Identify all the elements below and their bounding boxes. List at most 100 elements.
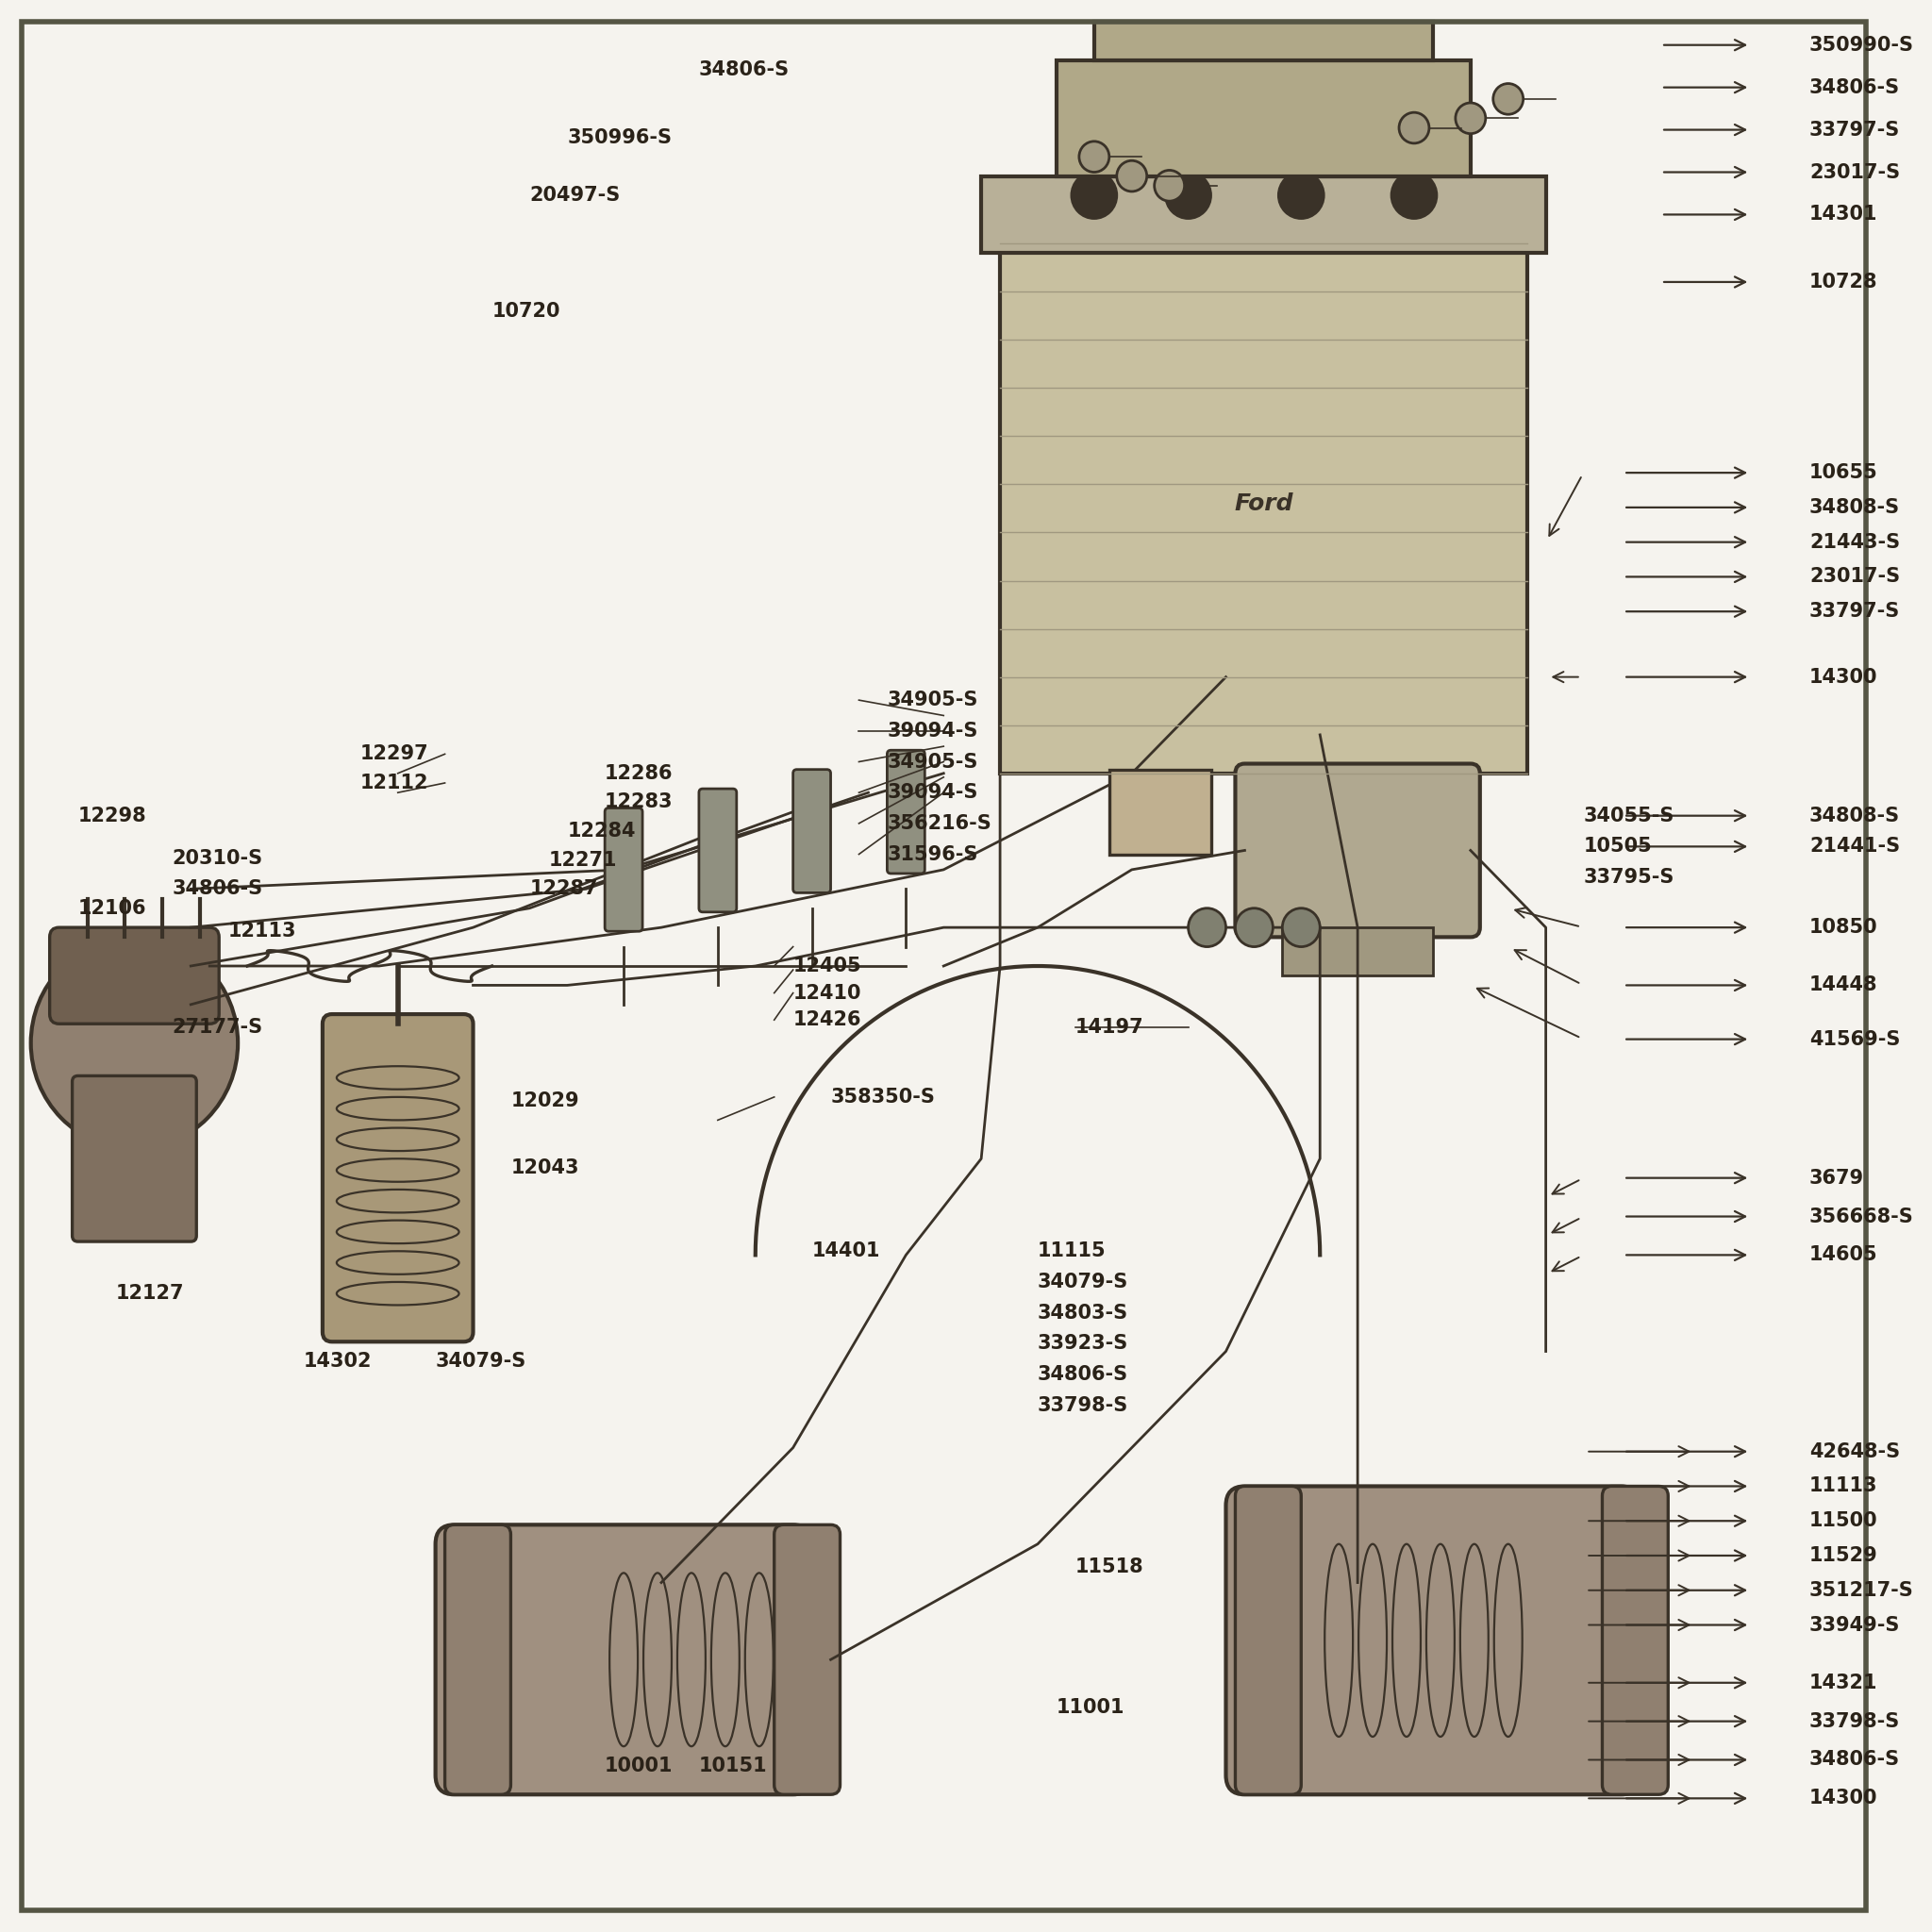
FancyBboxPatch shape [1001, 234, 1526, 773]
Text: 33797-S: 33797-S [1808, 603, 1899, 620]
Text: 14300: 14300 [1808, 668, 1878, 686]
Circle shape [1165, 172, 1211, 218]
Text: 12283: 12283 [605, 792, 672, 811]
Text: 12271: 12271 [549, 850, 616, 869]
Circle shape [1188, 908, 1227, 947]
Text: 33923-S: 33923-S [1037, 1335, 1128, 1352]
FancyBboxPatch shape [887, 750, 925, 873]
Text: 358350-S: 358350-S [831, 1088, 935, 1107]
FancyBboxPatch shape [699, 788, 736, 912]
Circle shape [1235, 908, 1273, 947]
Text: 14197: 14197 [1076, 1018, 1144, 1037]
Circle shape [1072, 172, 1117, 218]
Text: 34079-S: 34079-S [435, 1352, 526, 1370]
Text: 12284: 12284 [568, 821, 636, 840]
FancyBboxPatch shape [71, 1076, 197, 1242]
Text: 12112: 12112 [359, 773, 429, 792]
Text: 14321: 14321 [1808, 1673, 1878, 1692]
FancyBboxPatch shape [1109, 769, 1211, 854]
Text: 34905-S: 34905-S [887, 690, 978, 709]
FancyBboxPatch shape [1057, 60, 1470, 176]
Text: 12043: 12043 [510, 1159, 580, 1179]
Text: 10655: 10655 [1808, 464, 1878, 483]
FancyBboxPatch shape [1283, 927, 1434, 976]
Text: 23017-S: 23017-S [1808, 162, 1899, 182]
Text: 20497-S: 20497-S [529, 185, 620, 205]
Text: 14605: 14605 [1808, 1246, 1878, 1264]
Circle shape [1153, 170, 1184, 201]
Circle shape [1117, 160, 1148, 191]
Text: 12287: 12287 [529, 879, 599, 898]
Text: 21441-S: 21441-S [1808, 837, 1899, 856]
Text: 12426: 12426 [792, 1010, 862, 1030]
Text: 10728: 10728 [1808, 272, 1878, 292]
Text: 23017-S: 23017-S [1808, 568, 1899, 585]
Text: 34055-S: 34055-S [1584, 806, 1675, 825]
Circle shape [1399, 112, 1430, 143]
Text: 12298: 12298 [77, 806, 147, 825]
Text: 33795-S: 33795-S [1584, 867, 1675, 887]
FancyBboxPatch shape [792, 769, 831, 893]
Text: 20310-S: 20310-S [172, 848, 263, 867]
FancyBboxPatch shape [1235, 1486, 1300, 1795]
Text: 27177-S: 27177-S [172, 1018, 263, 1037]
Text: 34803-S: 34803-S [1037, 1304, 1128, 1321]
Circle shape [1283, 908, 1320, 947]
Text: 11001: 11001 [1057, 1698, 1124, 1718]
Text: 14401: 14401 [811, 1242, 881, 1260]
FancyBboxPatch shape [1602, 1486, 1667, 1795]
FancyBboxPatch shape [444, 1524, 510, 1795]
Text: 14300: 14300 [1808, 1789, 1878, 1808]
Text: 34905-S: 34905-S [887, 752, 978, 771]
Text: 12297: 12297 [359, 744, 429, 763]
Text: 39094-S: 39094-S [887, 721, 978, 740]
Text: 34806-S: 34806-S [172, 879, 263, 898]
Text: 11113: 11113 [1808, 1476, 1878, 1495]
Text: 41569-S: 41569-S [1808, 1030, 1901, 1049]
Text: 356668-S: 356668-S [1808, 1208, 1915, 1227]
Text: 11500: 11500 [1808, 1511, 1878, 1530]
Text: 10001: 10001 [605, 1756, 672, 1776]
Text: 12029: 12029 [510, 1092, 580, 1111]
Text: 12286: 12286 [605, 763, 672, 782]
Text: 350996-S: 350996-S [568, 128, 672, 147]
FancyBboxPatch shape [981, 176, 1546, 253]
Text: 34079-S: 34079-S [1037, 1273, 1128, 1291]
FancyBboxPatch shape [1227, 1486, 1640, 1795]
Circle shape [1455, 102, 1486, 133]
Text: 34808-S: 34808-S [1808, 498, 1899, 518]
Text: 34808-S: 34808-S [1808, 806, 1899, 825]
Text: 21443-S: 21443-S [1808, 533, 1899, 551]
Text: 351217-S: 351217-S [1808, 1580, 1915, 1600]
Text: 10720: 10720 [493, 301, 560, 321]
Text: 14301: 14301 [1808, 205, 1878, 224]
Text: 39094-S: 39094-S [887, 782, 978, 802]
Text: 33949-S: 33949-S [1808, 1615, 1901, 1634]
Text: 12127: 12127 [116, 1285, 184, 1302]
Text: 12113: 12113 [228, 922, 298, 941]
Text: 11115: 11115 [1037, 1242, 1107, 1260]
Circle shape [1080, 141, 1109, 172]
Text: 12106: 12106 [77, 898, 147, 918]
Text: 34806-S: 34806-S [1808, 1750, 1899, 1770]
FancyBboxPatch shape [1235, 763, 1480, 937]
Text: 11529: 11529 [1808, 1546, 1878, 1565]
Text: 350990-S: 350990-S [1808, 35, 1915, 54]
Text: 33798-S: 33798-S [1037, 1395, 1128, 1414]
Circle shape [1279, 172, 1323, 218]
Text: 14302: 14302 [303, 1352, 373, 1370]
Circle shape [31, 937, 238, 1150]
FancyBboxPatch shape [775, 1524, 840, 1795]
Text: 10850: 10850 [1808, 918, 1878, 937]
Text: 14448: 14448 [1808, 976, 1878, 995]
Text: 33798-S: 33798-S [1808, 1712, 1899, 1731]
Text: 33797-S: 33797-S [1808, 120, 1899, 139]
FancyBboxPatch shape [323, 1014, 473, 1341]
FancyBboxPatch shape [50, 927, 218, 1024]
Circle shape [1493, 83, 1522, 114]
Text: 356216-S: 356216-S [887, 813, 991, 833]
Text: 34806-S: 34806-S [699, 60, 790, 79]
Text: Ford: Ford [1235, 493, 1293, 516]
Text: 12410: 12410 [792, 983, 862, 1003]
Circle shape [1391, 172, 1437, 218]
